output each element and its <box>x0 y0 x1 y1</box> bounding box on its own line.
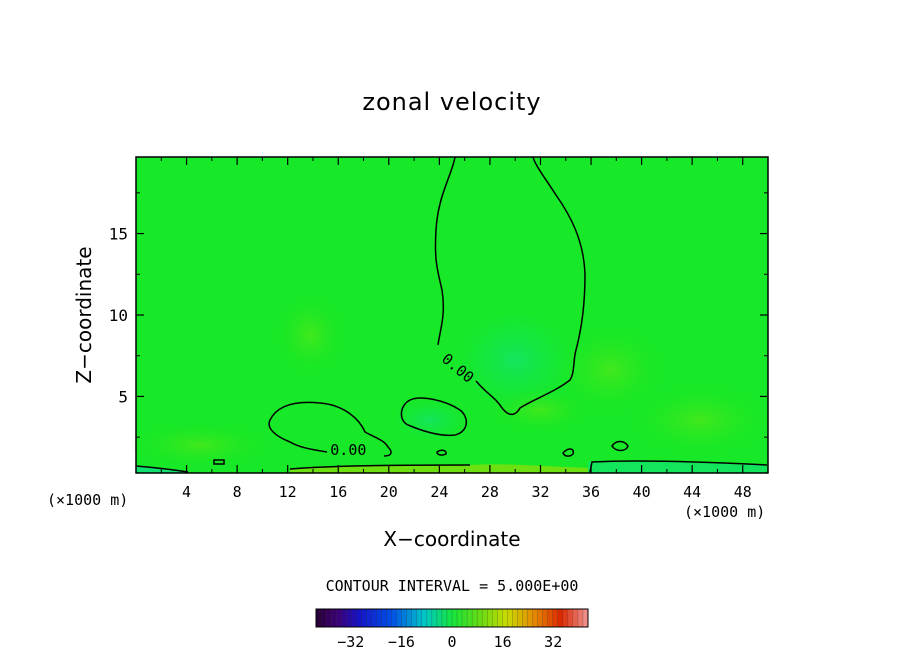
x-tick-label: 48 <box>734 483 752 501</box>
x-tick-label: 28 <box>481 483 499 501</box>
colorbar-cell <box>502 609 508 627</box>
colorbar-cell <box>482 609 488 627</box>
colorbar-cell <box>346 609 352 627</box>
contour-right-small <box>611 440 629 452</box>
colorbar-cell <box>401 609 407 627</box>
colorbar-cell <box>507 609 513 627</box>
contour-zero-upper <box>434 156 586 416</box>
contour-label: 0.00 <box>330 441 366 459</box>
x-tick-label: 32 <box>531 483 549 501</box>
colorbar-cell <box>487 609 493 627</box>
colorbar-cell <box>562 609 569 627</box>
colorbar-cell <box>477 609 483 627</box>
colorbar: −32 −16 0 16 32 <box>315 608 589 651</box>
surface-negative-band <box>588 460 767 473</box>
colorbar-cell <box>532 609 538 627</box>
x-tick-label: 24 <box>430 483 448 501</box>
contour-lines <box>135 156 768 473</box>
x-tick-label: 40 <box>633 483 651 501</box>
colorbar-cell <box>356 609 362 627</box>
colorbar-cell <box>492 609 498 627</box>
contour-zero-mid-lobe <box>400 397 467 437</box>
colorbar-tick-label: 32 <box>544 633 562 651</box>
colorbar-cell <box>406 609 413 627</box>
colorbar-cell <box>316 609 322 627</box>
colorbar-cell <box>552 609 559 627</box>
y-ticks: 5 10 15 <box>109 192 768 438</box>
colorbar-cell <box>577 609 584 627</box>
colorbar-cell <box>336 609 342 627</box>
colorbar-cell <box>366 609 372 627</box>
colorbar-cell <box>376 609 382 627</box>
colorbar-cell <box>522 609 528 627</box>
x-axis-label: X−coordinate <box>383 527 521 551</box>
chart-title: zonal velocity <box>362 88 542 116</box>
colorbar-cell <box>527 609 533 627</box>
x-tick-label: 36 <box>582 483 600 501</box>
y-tick-label: 15 <box>109 225 128 244</box>
colorbar-tick-label: 16 <box>494 633 512 651</box>
contour-mid-tiny <box>436 449 447 456</box>
colorbar-cell <box>431 609 438 627</box>
x-tick-label: 16 <box>329 483 347 501</box>
contour-surface-right <box>589 460 768 473</box>
colorbar-cell <box>462 609 468 627</box>
colorbar-cell <box>421 609 428 627</box>
x-ticks: 4 8 12 16 20 24 28 32 36 40 44 48 <box>160 157 752 501</box>
contour-right-tiny <box>562 448 575 457</box>
colorbar-cell <box>411 609 418 627</box>
colorbar-cell <box>542 609 549 627</box>
contour-left-tiny <box>213 459 225 465</box>
colorbar-cell <box>416 609 423 627</box>
colorbar-cell <box>446 609 453 627</box>
colorbar-cell <box>457 609 463 627</box>
contour-surface-left <box>135 465 189 473</box>
colorbar-cell <box>512 609 518 627</box>
x-tick-label: 4 <box>182 483 191 501</box>
colorbar-cell <box>452 609 458 627</box>
colorbar-cell <box>441 609 448 627</box>
colorbar-cell <box>567 609 574 627</box>
colorbar-cell <box>341 609 347 627</box>
field-tints <box>130 295 770 467</box>
y-axis-label: Z−coordinate <box>72 246 96 384</box>
contour-zero-left-lobe <box>268 401 392 457</box>
colorbar-cell <box>371 609 377 627</box>
colorbar-cell <box>386 609 392 627</box>
colorbar-cell <box>547 609 554 627</box>
colorbar-cell <box>557 609 564 627</box>
colorbar-cell <box>391 609 397 627</box>
contour-surface-mid <box>289 464 471 470</box>
x-tick-label: 20 <box>380 483 398 501</box>
x-tick-label: 44 <box>683 483 701 501</box>
x-tick-label: 12 <box>279 483 297 501</box>
y-tick-label: 5 <box>118 387 128 406</box>
colorbar-tick-label: 0 <box>447 633 456 651</box>
colorbar-cell <box>321 609 327 627</box>
colorbar-cell <box>537 609 543 627</box>
y-tick-label: 10 <box>109 306 128 325</box>
colorbar-cell <box>517 609 523 627</box>
x-unit-label-left: (×1000 m) <box>47 491 129 509</box>
contour-interval-label: CONTOUR INTERVAL = 5.000E+00 <box>325 577 579 595</box>
colorbar-cell <box>351 609 357 627</box>
colorbar-cell <box>381 609 387 627</box>
colorbar-cell <box>572 609 579 627</box>
colorbar-cell <box>426 609 433 627</box>
x-tick-label: 8 <box>233 483 242 501</box>
colorbar-cell <box>326 609 332 627</box>
colorbar-cell <box>436 609 443 627</box>
colorbar-cell <box>361 609 367 627</box>
x-unit-label-right: (×1000 m) <box>684 503 766 521</box>
colorbar-cell <box>467 609 473 627</box>
colorbar-cell <box>582 609 589 627</box>
colorbar-cell <box>396 609 402 627</box>
colorbar-cell <box>331 609 337 627</box>
colorbar-cell <box>472 609 478 627</box>
colorbar-tick-label: −32 <box>337 633 364 651</box>
colorbar-cell <box>497 609 503 627</box>
colorbar-frame <box>315 608 589 628</box>
colorbar-tick-label: −16 <box>388 633 415 651</box>
